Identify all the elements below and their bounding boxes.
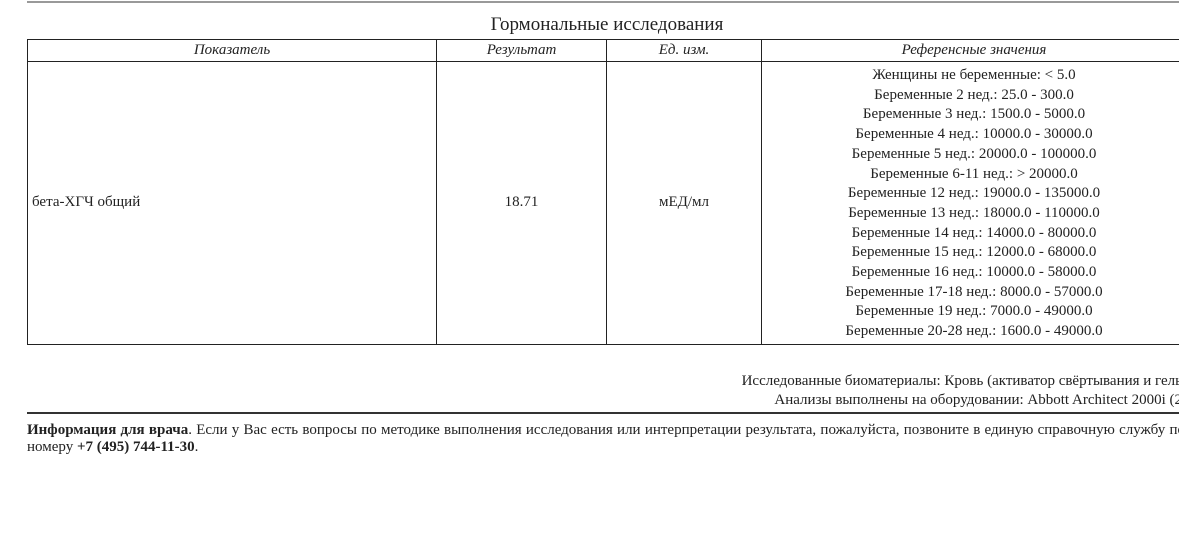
header-unit: Ед. изм. bbox=[606, 39, 762, 62]
divider bbox=[27, 412, 1179, 414]
reference-line: Беременные 12 нед.: 19000.0 - 135000.0 bbox=[847, 185, 1101, 202]
reference-line: Беременные 5 нед.: 20000.0 - 100000.0 bbox=[851, 145, 1097, 162]
reference-line: Беременные 17-18 нед.: 8000.0 - 57000.0 bbox=[845, 283, 1103, 300]
reference-line: Беременные 16 нед.: 10000.0 - 58000.0 bbox=[851, 264, 1097, 281]
reference-values: Женщины не беременные: < 5.0 Беременные 2… bbox=[761, 61, 1179, 345]
reference-line: Беременные 20-28 нед.: 1600.0 - 49000.0 bbox=[845, 323, 1103, 340]
reference-line: Женщины не беременные: < 5.0 bbox=[872, 67, 1076, 83]
phone-number: +7 (495) 744-11-30 bbox=[76, 439, 195, 455]
info-end: . bbox=[194, 439, 199, 455]
reference-line: Беременные 2 нед.: 25.0 - 300.0 bbox=[874, 86, 1074, 103]
top-divider bbox=[27, 1, 1179, 3]
header-indicator: Показатель bbox=[27, 39, 437, 62]
table-row: бета-ХГЧ общий 18.71 мЕД/мл Женщины не б… bbox=[27, 61, 1179, 345]
results-table: Показатель Результат Ед. изм. Референсны… bbox=[27, 39, 1179, 345]
header-reference: Референсные значения bbox=[761, 39, 1179, 62]
reference-line: Беременные 3 нед.: 1500.0 - 5000.0 bbox=[862, 106, 1086, 123]
info-text: . Если у Вас есть вопросы по методике вы… bbox=[27, 422, 1179, 455]
reference-line: Беременные 15 нед.: 12000.0 - 68000.0 bbox=[851, 244, 1097, 261]
info-lead: Информация для врача bbox=[27, 422, 189, 438]
doctor-info: Информация для врача. Если у Вас есть во… bbox=[27, 422, 1179, 456]
reference-line: Беременные 13 нед.: 18000.0 - 110000.0 bbox=[848, 204, 1100, 221]
section-title: Гормональные исследования bbox=[490, 14, 724, 35]
indicator-name: бета-ХГЧ общий bbox=[27, 61, 437, 345]
biomaterial-note: Исследованные биоматериалы: Кровь (актив… bbox=[741, 373, 1179, 389]
result-value: 18.71 bbox=[436, 61, 607, 345]
equipment-note: Анализы выполнены на оборудовании: Abbot… bbox=[774, 392, 1179, 408]
reference-line: Беременные 14 нед.: 14000.0 - 80000.0 bbox=[851, 224, 1097, 241]
header-result: Результат bbox=[436, 39, 607, 62]
reference-line: Беременные 19 нед.: 7000.0 - 49000.0 bbox=[855, 303, 1093, 320]
unit: мЕД/мл bbox=[606, 61, 762, 345]
reference-line: Беременные 4 нед.: 10000.0 - 30000.0 bbox=[855, 126, 1093, 143]
reference-line: Беременные 6-11 нед.: > 20000.0 bbox=[870, 165, 1078, 182]
table-header-row: Показатель Результат Ед. изм. Референсны… bbox=[27, 39, 1179, 62]
